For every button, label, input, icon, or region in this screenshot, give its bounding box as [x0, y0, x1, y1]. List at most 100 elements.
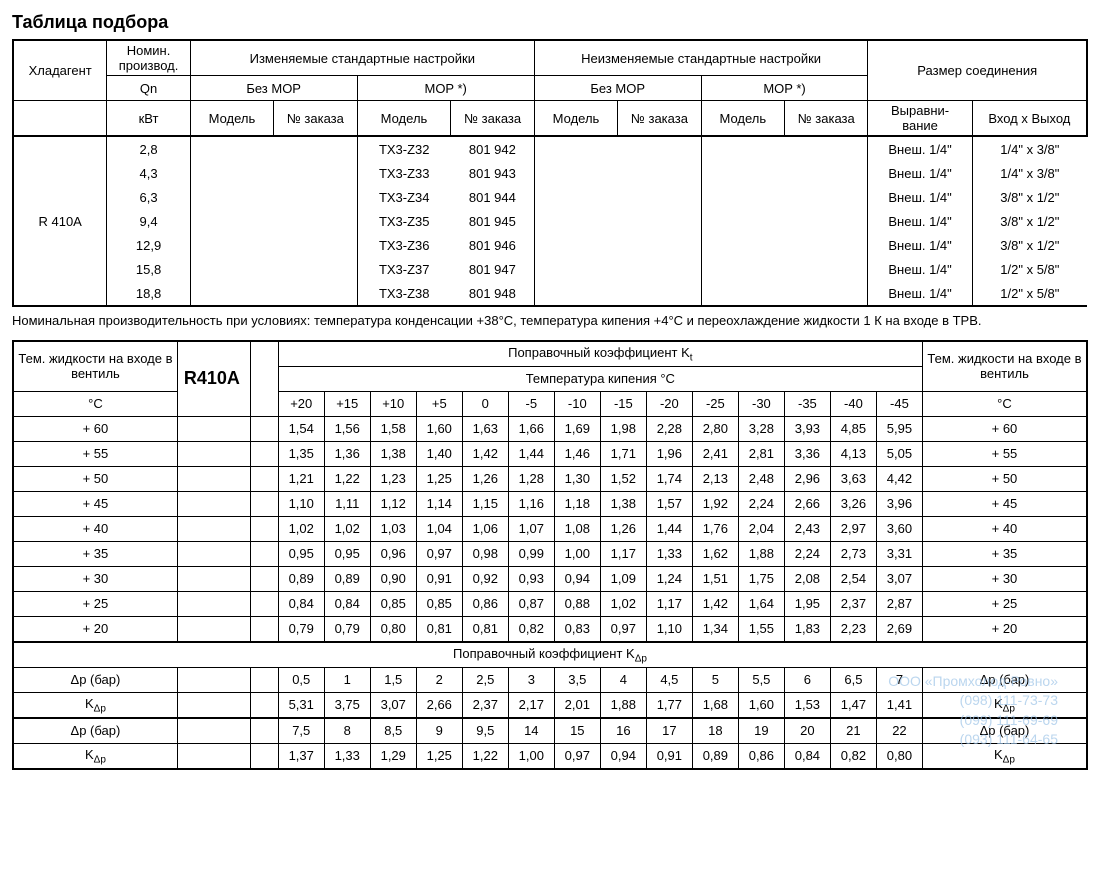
hdr-kw: кВт	[107, 101, 190, 137]
table-cell	[274, 233, 357, 257]
dp-value: 1,00	[508, 743, 554, 769]
kt-value: 2,48	[738, 466, 784, 491]
liquid-temp: + 25	[13, 591, 177, 616]
kt-value: 1,58	[370, 416, 416, 441]
dp-value: 4,5	[646, 667, 692, 692]
kt-value: 1,76	[692, 516, 738, 541]
table-cell	[190, 257, 273, 281]
table-cell: TX3-Z33	[357, 161, 451, 185]
kt-value: 0,86	[462, 591, 508, 616]
kt-value: 1,21	[278, 466, 324, 491]
temp-header: +10	[370, 391, 416, 416]
dp-label: Δp (бар)	[13, 667, 177, 692]
table-cell	[274, 281, 357, 306]
dp-value: 1	[324, 667, 370, 692]
table-cell: 801 946	[451, 233, 534, 257]
table-cell: 801 944	[451, 185, 534, 209]
kt-value: 2,80	[692, 416, 738, 441]
kt-value: 1,63	[462, 416, 508, 441]
kt-value: 1,22	[324, 466, 370, 491]
kt-value: 1,55	[738, 616, 784, 642]
liquid-temp: + 30	[13, 566, 177, 591]
hdr-liquid-left: Тем. жидкости на входе в вентиль	[13, 341, 177, 392]
table-cell	[274, 209, 357, 233]
kdp-label: KΔp	[13, 743, 177, 769]
temp-header: -5	[508, 391, 554, 416]
kt-value: 1,02	[324, 516, 370, 541]
kt-value: 0,81	[462, 616, 508, 642]
kt-value: 1,30	[554, 466, 600, 491]
table-cell: 801 945	[451, 209, 534, 233]
dp-value: 3,5	[554, 667, 600, 692]
liquid-temp: + 30	[922, 566, 1087, 591]
table-cell	[534, 257, 617, 281]
table-cell	[190, 161, 273, 185]
kt-value: 5,05	[876, 441, 922, 466]
hdr-model: Модель	[357, 101, 451, 137]
kt-value: 1,09	[600, 566, 646, 591]
kt-value: 2,96	[784, 466, 830, 491]
kt-value: 1,62	[692, 541, 738, 566]
dp-value: 14	[508, 718, 554, 744]
table-cell	[785, 209, 868, 233]
page-title: Таблица подбора	[12, 12, 1088, 33]
table-cell	[701, 281, 784, 306]
kt-value: 2,81	[738, 441, 784, 466]
liquid-temp: + 50	[13, 466, 177, 491]
kt-value: 2,69	[876, 616, 922, 642]
kt-value: 1,33	[646, 541, 692, 566]
kt-value: 0,84	[324, 591, 370, 616]
temp-header: -45	[876, 391, 922, 416]
kt-value: 1,42	[462, 441, 508, 466]
kt-value: 0,85	[416, 591, 462, 616]
hdr-mop2: MOP *)	[701, 76, 868, 101]
kt-value: 2,97	[830, 516, 876, 541]
table-cell	[618, 257, 701, 281]
kt-value: 1,26	[600, 516, 646, 541]
dp-value: 17	[646, 718, 692, 744]
table-cell	[534, 161, 617, 185]
temp-header: -15	[600, 391, 646, 416]
note-text: Номинальная производительность при услов…	[12, 313, 1088, 330]
dp-value: 0,97	[554, 743, 600, 769]
table-cell	[618, 136, 701, 161]
table-cell	[785, 185, 868, 209]
kt-value: 0,96	[370, 541, 416, 566]
liquid-temp: + 60	[13, 416, 177, 441]
liquid-temp: + 60	[922, 416, 1087, 441]
hdr-model: Модель	[190, 101, 273, 137]
hdr-degc-left: °С	[13, 391, 177, 416]
table-cell	[618, 281, 701, 306]
kt-value: 5,95	[876, 416, 922, 441]
kt-value: 1,46	[554, 441, 600, 466]
kt-value: 0,79	[278, 616, 324, 642]
dp-value: 2,01	[554, 692, 600, 718]
dp-value: 1,41	[876, 692, 922, 718]
dp-value: 1,33	[324, 743, 370, 769]
hdr-kdp: Поправочный коэффициент KΔp	[13, 642, 1087, 668]
temp-header: +5	[416, 391, 462, 416]
kt-value: 1,02	[600, 591, 646, 616]
kt-value: 1,64	[738, 591, 784, 616]
dp-value: 7,5	[278, 718, 324, 744]
kt-value: 2,24	[738, 491, 784, 516]
selection-table: Хладагент Номин. производ. Изменяемые ст…	[12, 39, 1088, 307]
dp-value: 0,5	[278, 667, 324, 692]
dp-value: 19	[738, 718, 784, 744]
liquid-temp: + 20	[922, 616, 1087, 642]
table-cell: TX3-Z34	[357, 185, 451, 209]
hdr-model: Модель	[534, 101, 617, 137]
dp-value: 15	[554, 718, 600, 744]
kt-value: 1,12	[370, 491, 416, 516]
kt-value: 0,93	[508, 566, 554, 591]
kt-value: 1,56	[324, 416, 370, 441]
table-cell: 3/8" x 1/2"	[972, 185, 1087, 209]
kt-value: 3,96	[876, 491, 922, 516]
dp-value: 1,77	[646, 692, 692, 718]
kt-value: 0,84	[278, 591, 324, 616]
table-cell	[534, 209, 617, 233]
dp-value: 1,25	[416, 743, 462, 769]
table-cell: Внеш. 1/4"	[868, 136, 972, 161]
table-cell	[701, 161, 784, 185]
table-cell: TX3-Z35	[357, 209, 451, 233]
